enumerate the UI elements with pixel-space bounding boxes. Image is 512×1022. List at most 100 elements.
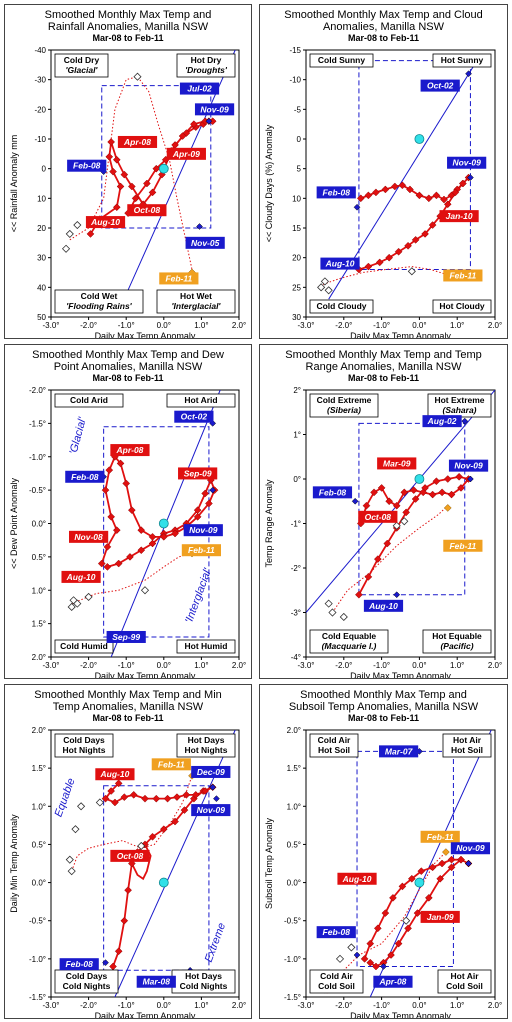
chart-5-corner-box xyxy=(309,969,364,994)
chart-1-y-tick-label: 10 xyxy=(292,194,301,203)
chart-0-point-label: Apr-08 xyxy=(123,137,151,147)
chart-1-point-label: Feb-08 xyxy=(323,187,351,197)
chart-1-blue-point xyxy=(465,70,472,78)
chart-3-data-point xyxy=(364,573,373,581)
chart-5-x-tick-label: 1.0° xyxy=(450,1001,464,1010)
chart-5-point-label-box xyxy=(337,872,377,885)
chart-5-y-tick-label: -1.0° xyxy=(284,955,301,964)
chart-4-blue-point xyxy=(209,783,217,791)
chart-0-data-point xyxy=(178,132,187,140)
chart-0-origin-point xyxy=(158,163,169,174)
chart-panel-temp-range: Smoothed Monthly Max Temp and Temp Range … xyxy=(259,344,508,679)
chart-5-corner-text: Cold Air xyxy=(318,735,351,745)
chart-0-subtitle: Mar-08 to Feb-11 xyxy=(92,33,163,43)
chart-4-point-label: Mar-08 xyxy=(143,977,171,987)
chart-1-dotted-trace xyxy=(322,266,450,285)
chart-0-corner-box xyxy=(54,289,144,314)
chart-1-point-label-box xyxy=(320,257,360,270)
chart-1-y-tick-label: 25 xyxy=(292,283,301,292)
chart-panel-dew-point: Smoothed Monthly Max Temp and Dew Point A… xyxy=(4,344,252,679)
chart-1-point-label-box xyxy=(420,79,460,92)
chart-5-corner-text: Hot Air xyxy=(453,735,482,745)
chart-4-data-point xyxy=(180,806,189,814)
chart-4-data-point xyxy=(171,817,179,826)
chart-2-data-point xyxy=(103,563,112,571)
chart-0-point-label-box xyxy=(179,82,220,95)
chart-2-origin-point xyxy=(158,518,169,529)
chart-1-origin-point xyxy=(414,134,425,144)
chart-2-data-point xyxy=(159,532,168,541)
chart-1-corner-box xyxy=(432,299,492,314)
chart-3-range-box xyxy=(358,422,466,596)
chart-4-data-point xyxy=(148,832,157,841)
chart-5-x-tick-label: 2.0° xyxy=(488,1001,502,1010)
chart-1-data-point xyxy=(390,182,399,191)
chart-5-point-label-box xyxy=(420,830,460,843)
chart-2-data-point xyxy=(205,499,213,508)
chart-0-point-label-box xyxy=(194,103,235,116)
chart-4-x-tick-label: 1.0° xyxy=(194,1001,208,1010)
chart-4-corner-text: Cold Days xyxy=(66,971,108,981)
chart-2-data-point xyxy=(137,526,146,535)
chart-5-white-point xyxy=(402,916,411,925)
chart-5-plot-area xyxy=(305,729,496,998)
chart-5-corner-text: Hot Air xyxy=(450,971,479,981)
chart-2-white-point xyxy=(67,602,76,612)
chart-2-corner-box xyxy=(54,393,124,408)
chart-1-data-point xyxy=(372,188,380,197)
chart-2-point-label: Nov-08 xyxy=(74,532,103,542)
chart-3-data-point xyxy=(383,539,392,548)
chart-1-data-point xyxy=(375,258,384,267)
chart-2-data-point xyxy=(105,466,114,474)
chart-4-x-tick-label: -1.0° xyxy=(118,1001,135,1010)
chart-4-y-tick-label: -1.5° xyxy=(29,993,46,1002)
chart-0-x-tick-label: 1.0° xyxy=(194,321,208,330)
chart-3-corner-box xyxy=(422,629,492,654)
chart-0-point-label: Feb-11 xyxy=(165,273,192,283)
chart-3-data-point xyxy=(443,475,452,483)
chart-5-point-label: Feb-11 xyxy=(427,832,454,842)
chart-3-x-tick-label: 0.0° xyxy=(412,661,426,670)
chart-0-x-axis-label: Daily Max Temp Anomaly xyxy=(95,331,196,338)
chart-1-y-tick-label: -5 xyxy=(294,105,302,114)
chart-0-y-tick-label: -30 xyxy=(34,76,46,85)
chart-3-x-tick-label: -2.0° xyxy=(335,661,352,670)
chart-3-plot-area xyxy=(305,389,496,658)
chart-3-corner-text: Cold Extreme xyxy=(317,395,372,405)
chart-0-data-point xyxy=(131,194,140,203)
chart-5-x-tick-label: 0.0° xyxy=(412,1001,426,1010)
chart-2-x-tick-label: -2.0° xyxy=(80,661,97,670)
chart-4-title-line: Smoothed Monthly Max Temp and Min xyxy=(34,689,222,701)
chart-3-data-point xyxy=(362,501,371,510)
chart-0-corner-text: 'Droughts' xyxy=(185,65,228,75)
chart-1-data-point xyxy=(394,247,403,256)
chart-3-point-label: Mar-09 xyxy=(383,458,411,468)
chart-1-corner-box xyxy=(309,53,374,68)
chart-3-trend-line xyxy=(306,390,495,613)
chart-panel-min-temp: Smoothed Monthly Max Temp and Min Temp An… xyxy=(4,684,252,1019)
chart-0-x-tick-label: -1.0° xyxy=(118,321,135,330)
chart-0-point-label: Aug-10 xyxy=(90,217,120,227)
chart-4-point-label-box xyxy=(110,849,150,862)
chart-0-data-point xyxy=(127,182,136,191)
chart-5-point-label: Feb-08 xyxy=(323,927,351,937)
chart-3-point-label: Aug-02 xyxy=(427,416,457,426)
chart-2-data-point xyxy=(126,553,134,561)
chart-3-data-point xyxy=(438,488,446,497)
chart-4-corner-text: Hot Days xyxy=(188,735,225,745)
chart-2-data-point xyxy=(122,479,131,488)
chart-1-y-axis-label: << Cloudy Days (%) Anomaly xyxy=(264,124,274,242)
chart-5-data-point xyxy=(366,939,375,948)
chart-1-y-tick-label: 30 xyxy=(292,313,301,322)
chart-1-blue-point xyxy=(353,203,361,211)
chart-1-x-tick-label: -3.0° xyxy=(298,321,315,330)
chart-4-corner-text: Cold Nights xyxy=(63,981,111,991)
chart-0-data-point xyxy=(190,120,198,129)
chart-panel-cloud: Smoothed Monthly Max Temp and Cloud Anoma… xyxy=(259,4,508,339)
chart-1-corner-text: Hot Cloudy xyxy=(439,301,485,311)
chart-3-white-point xyxy=(324,599,333,608)
chart-0-y-tick-label: 50 xyxy=(37,313,46,322)
chart-4-corner-text: Hot Days xyxy=(185,971,222,981)
chart-5-x-tick-label: -3.0° xyxy=(298,1001,315,1010)
